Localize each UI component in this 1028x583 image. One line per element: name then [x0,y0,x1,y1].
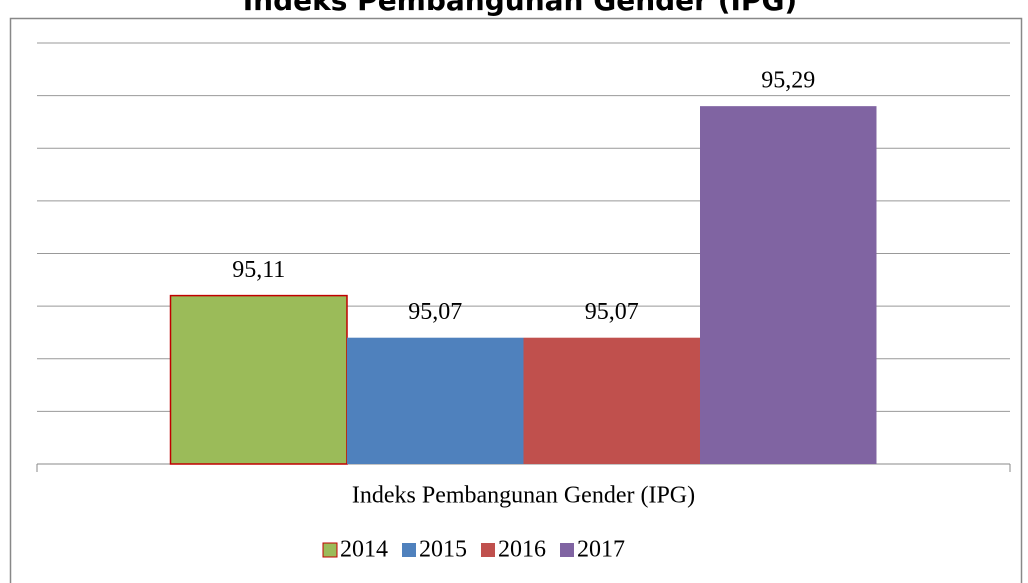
chart-frame [9,17,1023,583]
chart-title: Indeks Pembangunan Gender (IPG) [243,0,797,17]
bar [523,337,700,464]
legend-swatch [402,543,416,557]
legend-swatch [322,542,338,558]
data-label: 95,07 [585,299,639,325]
legend-label: 2015 [419,537,467,563]
x-tick-label: Indeks Pembangunan Gender (IPG) [352,483,695,509]
legend-label: 2016 [498,537,546,563]
data-label: 95,07 [408,299,462,325]
bar [347,337,524,464]
data-label: 95,11 [232,257,285,283]
legend-label: 2017 [577,537,625,563]
legend-swatch [481,543,495,557]
bar [169,294,348,465]
legend-label: 2014 [340,537,388,563]
legend-swatch [560,543,574,557]
bar [700,106,877,465]
data-label: 95,29 [761,68,815,94]
